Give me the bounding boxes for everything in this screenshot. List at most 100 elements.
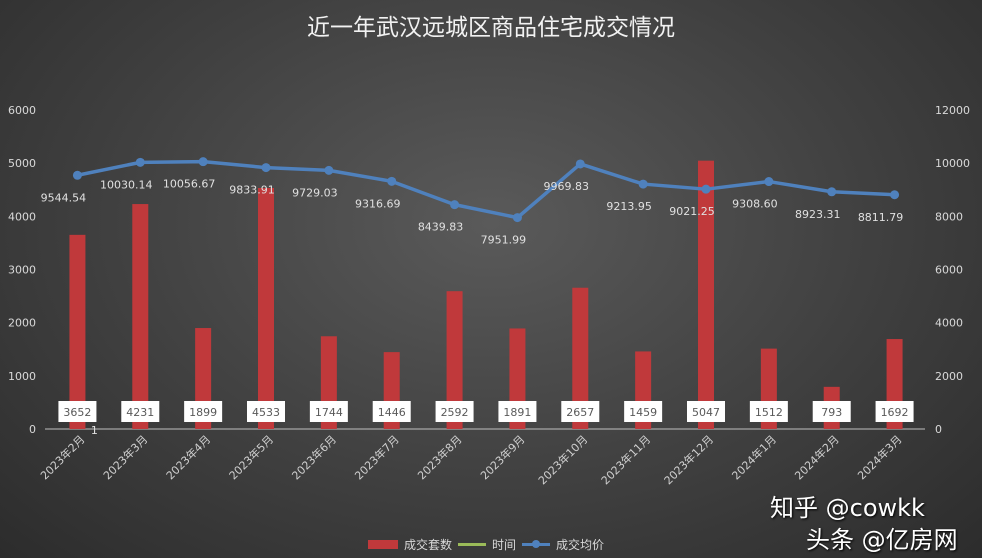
bar-label-box <box>309 401 348 422</box>
bar-label: 4231 <box>126 406 154 419</box>
price-point <box>512 213 522 223</box>
y-right-tick: 4000 <box>935 317 963 330</box>
y-left-tick: 3000 <box>8 264 36 277</box>
bar-label-box <box>812 401 851 422</box>
bar-label-box <box>498 401 537 422</box>
x-tick-label: 2023年7月 <box>352 432 402 482</box>
price-label: 9969.83 <box>544 180 590 193</box>
price-label: 9833.91 <box>229 184 275 197</box>
x-tick-label: 2023年9月 <box>477 432 527 482</box>
bar-label-box <box>687 401 725 422</box>
bar-label-box <box>435 401 474 422</box>
x-tick-label: 2023年6月 <box>289 432 339 482</box>
bar-label-box <box>875 401 914 422</box>
price-label: 9021.25 <box>669 205 715 218</box>
y-left-tick: 2000 <box>8 317 36 330</box>
legend-swatch-time <box>458 543 487 546</box>
chart-title: 近一年武汉远城区商品住宅成交情况 <box>307 15 675 41</box>
bar-2023年2月 <box>69 234 86 429</box>
price-point <box>764 177 774 187</box>
price-label: 9316.69 <box>355 197 401 210</box>
price-label: 7951.99 <box>481 234 527 247</box>
price-point <box>72 170 82 180</box>
x-tick-label: 2023年5月 <box>226 432 276 482</box>
price-label: 9544.54 <box>41 191 87 204</box>
y-right-tick: 12000 <box>935 104 970 117</box>
y-left-tick: 4000 <box>8 210 36 223</box>
price-label: 9729.03 <box>292 186 338 199</box>
price-label: 8923.31 <box>795 208 841 221</box>
price-label: 10030.14 <box>100 178 153 191</box>
price-point <box>638 179 648 189</box>
y-left-tick: 0 <box>29 423 36 436</box>
price-point <box>324 165 334 175</box>
price-line <box>77 159 895 220</box>
bar-2023年8月 <box>446 291 463 429</box>
x-tick-label: 2023年4月 <box>163 432 213 482</box>
bar-label-box <box>372 401 411 422</box>
bar-2023年12月 <box>698 160 714 429</box>
bar-label: 1744 <box>315 406 343 419</box>
bar-label: 793 <box>821 406 842 419</box>
legend-swatch-price <box>522 540 551 548</box>
legend-swatch-bar <box>368 540 398 549</box>
x-tick-label: 2024年2月 <box>792 432 842 482</box>
bar-label: 1446 <box>378 406 406 419</box>
price-point <box>575 159 585 169</box>
bar-label-box <box>58 401 97 422</box>
x-tick-label: 2023年8月 <box>414 432 464 482</box>
bar-label: 1459 <box>629 406 657 419</box>
y-left-tick: 1000 <box>8 370 36 383</box>
legend: 成交套数 时间 成交均价 <box>368 536 604 553</box>
y-right-tick: 10000 <box>935 157 970 170</box>
y-left-tick: 6000 <box>8 104 36 117</box>
bar-2023年3月 <box>132 204 149 429</box>
bar-label-box <box>749 401 788 422</box>
bar-label-box <box>561 401 600 422</box>
x-tick-label: 2023年11月 <box>598 432 653 487</box>
watermark-toutiao: 头条 @亿房网 <box>806 526 958 554</box>
bar-2023年5月 <box>258 187 274 429</box>
x-tick-label: 2024年3月 <box>854 432 904 482</box>
price-point <box>890 190 900 200</box>
bar-2023年10月 <box>572 287 589 429</box>
time-series-label: 1 <box>91 424 98 437</box>
bar-label: 1899 <box>189 406 217 419</box>
y-right-tick: 8000 <box>935 210 963 223</box>
y-right-tick: 6000 <box>935 264 963 277</box>
bar-label: 2657 <box>566 406 594 419</box>
bar-label: 5047 <box>692 406 720 419</box>
x-tick-label: 2024年1月 <box>729 432 779 482</box>
bar-label-box <box>247 401 285 422</box>
price-point <box>701 184 711 194</box>
legend-label-count: 成交套数 <box>404 538 453 552</box>
bar-label: 4533 <box>252 406 280 419</box>
x-tick-label: 2023年10月 <box>535 432 590 487</box>
bar-label: 1891 <box>503 406 531 419</box>
bar-label: 3652 <box>63 406 91 419</box>
bar-label-box <box>184 401 223 422</box>
x-tick-label: 2023年3月 <box>100 432 150 482</box>
price-label: 8811.79 <box>858 211 904 224</box>
price-point <box>387 176 397 186</box>
price-point <box>450 200 460 210</box>
bar-label: 1692 <box>881 406 909 419</box>
price-label: 8439.83 <box>418 221 464 234</box>
price-label: 9308.60 <box>732 198 778 211</box>
y-left-tick: 5000 <box>8 157 36 170</box>
price-point <box>135 157 145 167</box>
bar-label: 1512 <box>755 406 783 419</box>
x-tick-label: 2023年12月 <box>661 432 716 487</box>
x-tick-label: 2023年2月 <box>37 432 87 482</box>
bar-label-box <box>624 401 663 422</box>
legend-label-time: 时间 <box>492 538 517 552</box>
bar-label-box <box>121 401 160 422</box>
price-point <box>198 157 208 167</box>
legend-label-price: 成交均价 <box>556 538 605 552</box>
bar-label: 2592 <box>441 406 469 419</box>
y-right-tick: 0 <box>935 423 942 436</box>
price-label: 10056.67 <box>163 178 216 191</box>
price-label: 9213.95 <box>606 200 652 213</box>
watermark-zhihu: 知乎 @cowkk <box>770 494 925 522</box>
